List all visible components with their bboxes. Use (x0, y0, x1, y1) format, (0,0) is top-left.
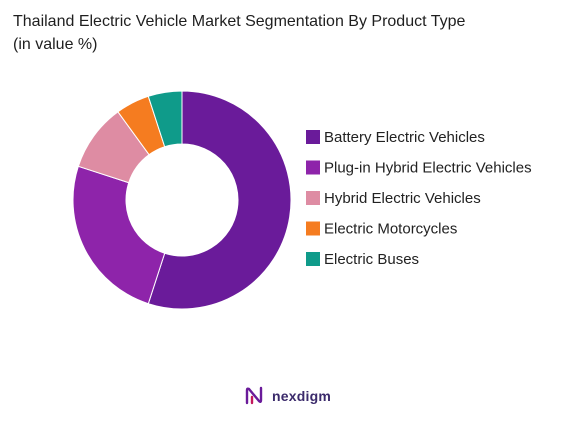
legend-swatch-3 (306, 191, 320, 205)
legend-label-5: Electric Buses (324, 251, 419, 268)
donut-slice-2 (72, 165, 166, 305)
donut-slices (72, 90, 292, 310)
legend-swatch-4 (306, 221, 320, 236)
legend-swatch-5 (306, 252, 320, 266)
donut-slice-5 (147, 90, 183, 148)
legend-label-4: Electric Motorcycles (324, 221, 457, 238)
legend-label-3: Hybrid Electric Vehicles (324, 190, 481, 207)
brand-logo: nexdigm (244, 386, 331, 406)
legend: Battery Electric Vehicles Plug-in Hybrid … (306, 129, 532, 268)
nexdigm-logo-icon (245, 386, 263, 405)
legend-label-2: Plug-in Hybrid Electric Vehicles (324, 160, 532, 177)
legend-swatch-2 (306, 160, 320, 175)
chart-title-line: Thailand Electric Vehicle Market Segment… (13, 13, 466, 30)
chart-title: Thailand Electric Vehicle Market Segment… (13, 10, 465, 56)
legend-label-1: Battery Electric Vehicles (324, 129, 485, 146)
donut-slice-1 (147, 90, 292, 310)
logo-text: nexdigm (272, 388, 331, 404)
legend-swatch-1 (306, 130, 320, 144)
chart-subtitle: (in value %) (13, 36, 98, 53)
